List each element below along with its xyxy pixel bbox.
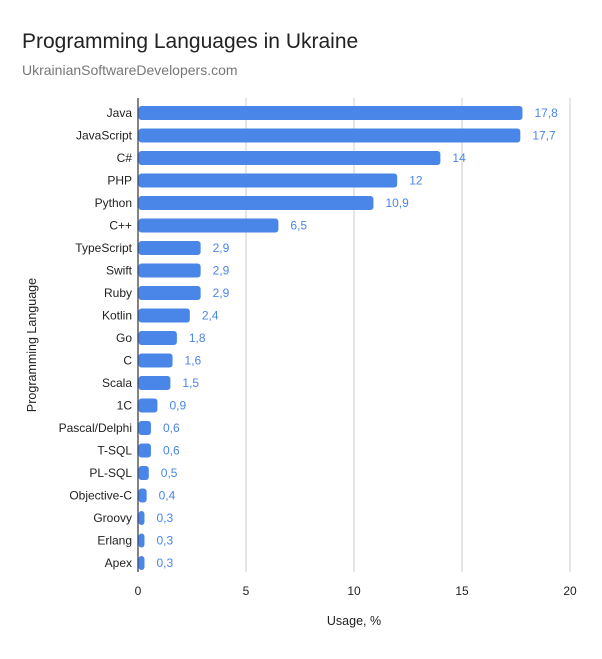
category-label: C++	[109, 219, 132, 233]
bar	[138, 511, 145, 525]
data-label: 0,3	[156, 534, 173, 548]
bar	[138, 308, 190, 323]
category-label: Erlang	[97, 534, 132, 548]
bar	[138, 173, 398, 188]
bar	[138, 286, 201, 300]
bar	[138, 151, 441, 165]
category-label: Swift	[106, 264, 133, 278]
bar	[138, 196, 374, 210]
data-label: 12	[409, 174, 423, 188]
bar	[138, 376, 171, 390]
data-label: 0,9	[169, 399, 186, 413]
x-tick-label: 5	[243, 584, 250, 598]
bar	[138, 128, 521, 143]
bar	[138, 218, 279, 233]
category-label: Kotlin	[102, 309, 132, 323]
category-label: T-SQL	[97, 444, 132, 458]
data-label: 1,6	[185, 354, 202, 368]
category-label: PHP	[107, 174, 132, 188]
category-label: Objective-C	[69, 489, 132, 503]
chart-subtitle: UkrainianSoftwareDevelopers.com	[22, 62, 238, 78]
x-tick-label: 20	[563, 584, 577, 598]
category-label: C	[123, 354, 132, 368]
category-label: Ruby	[104, 286, 132, 300]
data-label: 0,4	[159, 489, 176, 503]
bar	[138, 443, 151, 458]
x-tick-label: 10	[347, 584, 361, 598]
category-label: Groovy	[93, 511, 132, 525]
x-tick-label: 0	[135, 584, 142, 598]
category-labels: Java JavaScript C# PHP Python C++ TypeScript Sw…	[59, 106, 133, 570]
data-label: 0,5	[161, 466, 178, 480]
data-label: 2,4	[202, 309, 219, 323]
data-label: 14	[452, 151, 466, 165]
category-label: C#	[117, 151, 133, 165]
data-label: 17,8	[534, 106, 558, 120]
data-label: 0,3	[156, 556, 173, 570]
data-label: 1,8	[189, 331, 206, 345]
chart-title: Programming Languages in Ukraine	[22, 30, 359, 53]
category-label: Apex	[105, 556, 132, 570]
category-label: JavaScript	[76, 129, 133, 143]
category-label: Pascal/Delphi	[59, 421, 132, 435]
category-label: Python	[95, 196, 132, 210]
category-label: TypeScript	[75, 241, 132, 255]
data-label: 2,9	[213, 264, 230, 278]
bar	[138, 466, 149, 480]
data-label: 10,9	[385, 196, 409, 210]
category-label: PL-SQL	[89, 466, 132, 480]
x-axis-title: Usage, %	[327, 614, 381, 628]
bar	[138, 106, 523, 120]
bar	[138, 421, 151, 435]
bar	[138, 263, 201, 278]
data-label: 2,9	[213, 241, 230, 255]
bar	[138, 533, 145, 548]
data-label: 2,9	[213, 286, 230, 300]
data-label: 0,3	[156, 511, 173, 525]
bar	[138, 556, 145, 570]
bar	[138, 353, 173, 368]
y-axis-title: Programming Language	[25, 278, 39, 412]
bar	[138, 398, 158, 413]
bars	[138, 106, 523, 570]
bar	[138, 331, 177, 345]
data-label: 1,5	[182, 376, 199, 390]
category-label: 1C	[117, 399, 133, 413]
data-label: 0,6	[163, 444, 180, 458]
category-label: Go	[116, 331, 132, 345]
data-label: 17,7	[532, 129, 556, 143]
bar	[138, 488, 147, 503]
data-label: 0,6	[163, 421, 180, 435]
data-label: 6,5	[290, 219, 307, 233]
x-tick-label: 15	[455, 584, 469, 598]
category-label: Java	[107, 106, 133, 120]
category-label: Scala	[102, 376, 132, 390]
bar	[138, 241, 201, 255]
x-tick-labels: 0 5 10 15 20	[135, 584, 577, 598]
